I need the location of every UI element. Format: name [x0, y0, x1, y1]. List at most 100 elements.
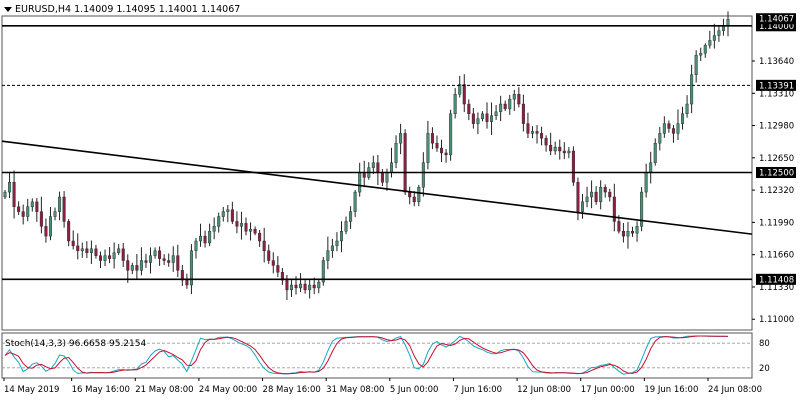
- candle[interactable]: [517, 87, 521, 108]
- candle[interactable]: [658, 126, 662, 151]
- candle[interactable]: [103, 249, 107, 267]
- candle[interactable]: [158, 246, 162, 266]
- candle[interactable]: [230, 201, 234, 225]
- candle[interactable]: [358, 162, 362, 197]
- candle[interactable]: [580, 193, 584, 219]
- candle[interactable]: [108, 247, 112, 264]
- candle[interactable]: [344, 216, 348, 235]
- candle[interactable]: [471, 107, 475, 129]
- candle[interactable]: [117, 244, 121, 256]
- candle[interactable]: [690, 64, 694, 114]
- candle[interactable]: [671, 124, 675, 143]
- candle[interactable]: [189, 244, 193, 295]
- candle[interactable]: [444, 149, 448, 163]
- candle[interactable]: [267, 244, 271, 264]
- candle[interactable]: [289, 280, 293, 297]
- candle[interactable]: [308, 278, 312, 299]
- candle[interactable]: [176, 244, 180, 277]
- candle[interactable]: [203, 230, 207, 248]
- candle[interactable]: [39, 196, 43, 234]
- candle[interactable]: [694, 50, 698, 83]
- candle[interactable]: [349, 206, 353, 229]
- candle[interactable]: [426, 120, 430, 170]
- candle[interactable]: [149, 247, 153, 274]
- candle[interactable]: [339, 221, 343, 253]
- candle[interactable]: [212, 217, 216, 240]
- candle[interactable]: [403, 129, 407, 195]
- level-line[interactable]: 1.13391: [2, 79, 796, 92]
- candle[interactable]: [490, 102, 494, 135]
- candle[interactable]: [412, 191, 416, 207]
- candle[interactable]: [576, 177, 580, 221]
- candle[interactable]: [67, 219, 71, 247]
- horizontal-levels[interactable]: 1.14000 1.13391 1.12500 1.11408 1.14067: [2, 13, 796, 285]
- candle[interactable]: [280, 267, 284, 285]
- candle[interactable]: [567, 147, 571, 159]
- candle[interactable]: [167, 253, 171, 267]
- candle[interactable]: [435, 135, 439, 152]
- candle[interactable]: [353, 190, 357, 218]
- trendline[interactable]: [1, 140, 753, 235]
- candle[interactable]: [62, 191, 66, 228]
- candle[interactable]: [208, 223, 212, 247]
- candle[interactable]: [603, 184, 607, 198]
- candle[interactable]: [571, 146, 575, 186]
- candle[interactable]: [703, 43, 707, 58]
- candle[interactable]: [312, 277, 316, 295]
- candle[interactable]: [553, 141, 557, 155]
- stochastic-panel[interactable]: 80 20: [1, 332, 770, 379]
- candle[interactable]: [621, 222, 625, 243]
- time-axis[interactable]: 14 May 2019 16 May 16:00 21 May 08:00 24 Ma…: [3, 378, 762, 395]
- candle[interactable]: [608, 188, 612, 202]
- candle[interactable]: [221, 206, 225, 222]
- candle[interactable]: [80, 242, 84, 258]
- triangle-down-icon[interactable]: [4, 7, 12, 12]
- candles[interactable]: [3, 11, 730, 301]
- candle[interactable]: [530, 126, 534, 139]
- candle[interactable]: [121, 242, 125, 268]
- candle[interactable]: [653, 138, 657, 166]
- level-line[interactable]: 1.14000: [2, 20, 796, 32]
- candle[interactable]: [544, 135, 548, 152]
- candle[interactable]: [330, 238, 334, 258]
- candle[interactable]: [476, 112, 480, 135]
- candle[interactable]: [44, 218, 48, 243]
- candle[interactable]: [299, 273, 303, 293]
- candle[interactable]: [112, 242, 116, 269]
- candle[interactable]: [512, 89, 516, 111]
- candle[interactable]: [394, 135, 398, 169]
- candle[interactable]: [662, 116, 666, 138]
- candle[interactable]: [276, 256, 280, 277]
- candle[interactable]: [26, 198, 30, 222]
- candle[interactable]: [449, 109, 453, 161]
- candle[interactable]: [171, 246, 175, 272]
- candle[interactable]: [585, 186, 589, 208]
- candle[interactable]: [612, 183, 616, 232]
- candle[interactable]: [258, 229, 262, 247]
- candle[interactable]: [408, 186, 412, 205]
- candle[interactable]: [12, 170, 16, 219]
- candle[interactable]: [94, 244, 98, 259]
- candle[interactable]: [89, 240, 93, 264]
- candle[interactable]: [126, 254, 130, 283]
- candle[interactable]: [644, 163, 648, 198]
- candle[interactable]: [53, 207, 57, 221]
- price-axis[interactable]: 1.13640 1.13310 1.12980 1.12650 1.12320 1.119…: [752, 57, 794, 325]
- candle[interactable]: [271, 252, 275, 274]
- candle[interactable]: [235, 211, 239, 234]
- candle[interactable]: [494, 105, 498, 120]
- candle[interactable]: [649, 151, 653, 184]
- candle[interactable]: [681, 106, 685, 130]
- candle[interactable]: [30, 198, 34, 212]
- candle[interactable]: [3, 190, 7, 200]
- candle[interactable]: [440, 139, 444, 163]
- candle[interactable]: [58, 191, 62, 221]
- candle[interactable]: [485, 102, 489, 129]
- candle[interactable]: [540, 126, 544, 146]
- candle[interactable]: [162, 254, 166, 265]
- candle[interactable]: [217, 212, 221, 233]
- candle[interactable]: [453, 88, 457, 119]
- candle[interactable]: [526, 112, 530, 139]
- candle[interactable]: [180, 265, 184, 287]
